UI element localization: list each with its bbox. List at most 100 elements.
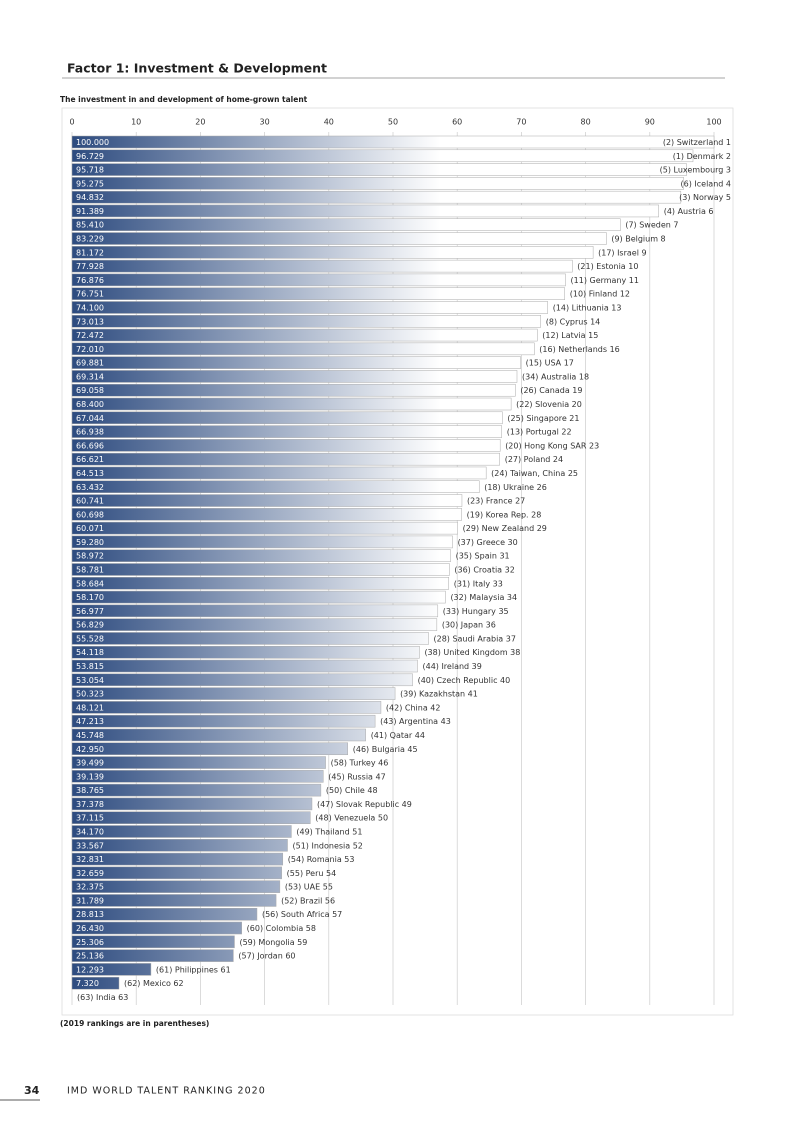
bar [71, 383, 516, 397]
category-label: (27) Poland 24 [505, 455, 563, 464]
category-label: (38) United Kingdom 38 [424, 648, 520, 657]
value-label: 7.320 [76, 979, 99, 988]
page-number: 34 [24, 1084, 40, 1097]
value-label: 100.000 [76, 138, 109, 147]
bar [71, 839, 288, 852]
value-label: 95.718 [76, 166, 104, 175]
category-label: (1) Denmark 2 [673, 152, 731, 161]
value-label: 53.815 [76, 662, 104, 671]
category-label: (19) Korea Rep. 28 [467, 510, 542, 519]
value-label: 28.813 [76, 910, 104, 919]
category-label: (29) New Zealand 29 [463, 524, 547, 533]
bar [71, 659, 418, 673]
category-label: (53) UAE 55 [285, 883, 333, 892]
category-label: (58) Turkey 46 [331, 759, 389, 768]
x-tick-label: 30 [260, 118, 270, 127]
category-label: (14) Lithuania 13 [553, 303, 622, 312]
category-label: (18) Ukraine 26 [484, 483, 547, 492]
bar [71, 177, 684, 190]
category-label: (60) Colombia 58 [247, 924, 316, 933]
category-label: (13) Portugal 22 [507, 428, 572, 437]
category-label: (41) Qatar 44 [371, 731, 425, 740]
value-label: 50.323 [76, 690, 104, 699]
category-label: (7) Sweden 7 [625, 221, 678, 230]
value-label: 69.881 [76, 359, 104, 368]
value-label: 25.136 [76, 952, 104, 961]
bar [71, 315, 541, 328]
category-label: (23) France 27 [467, 497, 525, 506]
value-label: 25.306 [76, 938, 104, 947]
value-label: 58.781 [76, 565, 104, 574]
bar [71, 287, 565, 300]
bar [71, 521, 458, 535]
bar [71, 673, 413, 687]
category-label: (21) Estonia 10 [577, 262, 638, 271]
value-label: 83.229 [76, 235, 104, 244]
value-label: 66.938 [76, 428, 104, 437]
value-label: 53.054 [76, 676, 104, 685]
x-tick-label: 40 [324, 118, 334, 127]
category-label: (49) Thailand 51 [296, 828, 362, 837]
category-label: (9) Belgium 8 [611, 235, 665, 244]
value-label: 55.528 [76, 634, 104, 643]
page-header: Factor 1: Investment & Development [67, 61, 327, 76]
x-tick-label: 70 [516, 118, 526, 127]
bar [71, 866, 282, 880]
bar [71, 770, 324, 783]
bar [71, 632, 429, 645]
value-label: 85.410 [76, 221, 104, 230]
value-label: 33.567 [76, 841, 104, 850]
bar [71, 907, 258, 921]
value-label: 68.400 [76, 400, 104, 409]
value-label: 72.010 [76, 345, 104, 354]
category-label: (56) South Africa 57 [262, 910, 342, 919]
value-label: 37.378 [76, 800, 104, 809]
category-label: (32) Malaysia 34 [450, 593, 517, 602]
bar [71, 563, 450, 576]
bar [71, 756, 326, 769]
bar [71, 811, 311, 824]
bar [71, 783, 322, 797]
category-label: (55) Peru 54 [287, 869, 337, 878]
value-label: 60.698 [76, 510, 104, 519]
bar [71, 411, 503, 425]
value-label: 32.375 [76, 883, 104, 892]
bar [71, 370, 518, 383]
bar [71, 135, 715, 149]
bar [71, 742, 348, 756]
value-label: 38.765 [76, 786, 104, 795]
category-label: (48) Venezuela 50 [315, 814, 388, 823]
x-tick-label: 10 [131, 118, 141, 127]
category-label: (22) Slovenia 20 [516, 400, 582, 409]
category-label: (26) Canada 19 [520, 386, 582, 395]
bar [71, 204, 659, 218]
bar [71, 494, 463, 507]
bar [71, 508, 462, 521]
bar [71, 604, 439, 618]
category-label: (10) Finland 12 [570, 290, 630, 299]
category-label: (28) Saudi Arabia 37 [433, 634, 515, 643]
bar [71, 425, 502, 438]
bar [71, 452, 500, 466]
value-label: 39.499 [76, 759, 104, 768]
x-tick-label: 100 [706, 118, 721, 127]
bar [71, 797, 313, 811]
bar [71, 645, 420, 659]
bar [71, 301, 548, 314]
bar [71, 356, 521, 369]
bar [71, 880, 281, 893]
value-label: 48.121 [76, 703, 104, 712]
category-label: (51) Indonesia 52 [293, 841, 363, 850]
category-label: (5) Luxembourg 3 [660, 166, 731, 175]
bar [71, 921, 242, 935]
category-label: (39) Kazakhstan 41 [400, 690, 478, 699]
category-label: (33) Hungary 35 [443, 607, 509, 616]
footer-text: IMD WORLD TALENT RANKING 2020 [67, 1086, 266, 1097]
bar [71, 687, 396, 700]
bar [71, 577, 450, 590]
x-tick-label: 0 [69, 118, 74, 127]
value-label: 66.696 [76, 441, 104, 450]
category-label: (42) China 42 [386, 703, 441, 712]
bar [71, 259, 573, 273]
